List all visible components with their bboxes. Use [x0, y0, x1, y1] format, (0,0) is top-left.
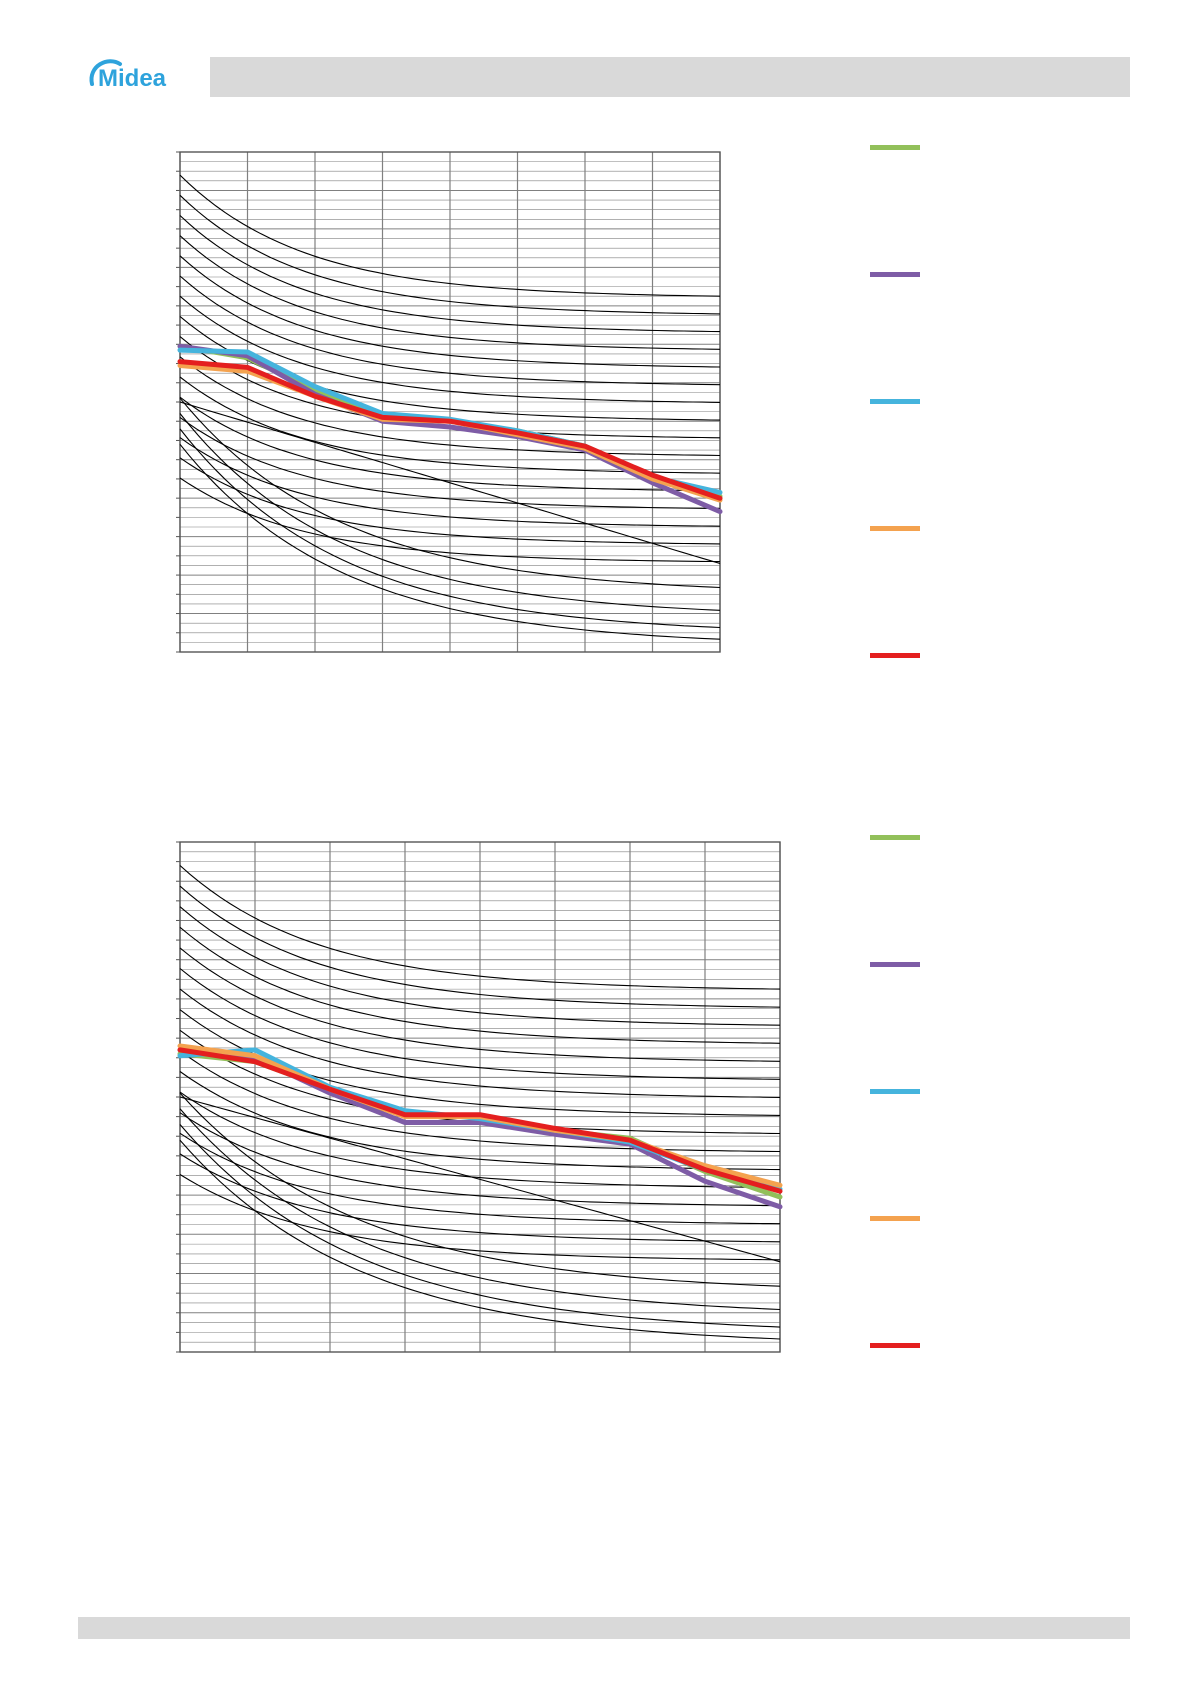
series-line-5 — [177, 359, 723, 501]
series-line-5 — [177, 1047, 783, 1194]
characteristic-curve — [179, 416, 721, 510]
characteristic-curve — [179, 1112, 781, 1207]
characteristic-curve — [179, 428, 721, 629]
midea-logo-icon: Midea — [89, 59, 167, 92]
characteristic-curve — [179, 885, 781, 1008]
characteristic-curve — [179, 947, 781, 1062]
characteristic-curve — [179, 356, 721, 457]
legend-swatch — [870, 835, 920, 840]
characteristic-curve — [179, 401, 721, 565]
legend-item-2 — [870, 962, 1120, 970]
characteristic-curve — [179, 437, 721, 527]
legend-swatch — [870, 1089, 920, 1094]
legend-swatch — [870, 272, 920, 277]
legend-item-3 — [870, 399, 1120, 407]
characteristic-curve — [179, 443, 721, 640]
characteristic-curve — [179, 174, 721, 297]
characteristic-curve — [179, 988, 781, 1098]
series-line-2 — [177, 343, 723, 515]
characteristic-curve — [179, 1092, 781, 1287]
legend-item-1 — [870, 835, 1120, 843]
characteristic-curve — [179, 477, 721, 563]
characteristic-curve — [179, 906, 781, 1026]
characteristic-curve — [179, 1139, 781, 1340]
midea-logo: Midea — [86, 52, 196, 100]
legend-2 — [870, 835, 1120, 1348]
legend-swatch — [870, 1343, 920, 1348]
legend-item-4 — [870, 1216, 1120, 1224]
legend-item-5 — [870, 1343, 1120, 1351]
legend-item-2 — [870, 272, 1120, 280]
svg-text:Midea: Midea — [98, 65, 167, 92]
legend-item-5 — [870, 653, 1120, 661]
characteristic-curve — [179, 235, 721, 350]
legend-swatch — [870, 526, 920, 531]
legend-1 — [870, 145, 1120, 658]
characteristic-curve — [179, 1096, 781, 1263]
characteristic-curve — [179, 968, 781, 1080]
legend-item-4 — [870, 526, 1120, 534]
chart-1 — [176, 151, 723, 653]
characteristic-curve — [179, 275, 721, 386]
characteristic-curve — [179, 194, 721, 315]
legend-swatch — [870, 653, 920, 658]
legend-swatch — [870, 399, 920, 404]
footer-bar — [78, 1617, 1130, 1639]
chart-2 — [176, 841, 783, 1353]
characteristic-curve — [179, 1124, 781, 1328]
characteristic-curve — [179, 413, 721, 611]
legend-item-1 — [870, 145, 1120, 153]
characteristic-curve — [179, 1091, 781, 1189]
characteristic-curve — [179, 1108, 781, 1311]
legend-item-3 — [870, 1089, 1120, 1097]
legend-swatch — [870, 145, 920, 150]
characteristic-curve — [179, 215, 721, 333]
characteristic-curve — [179, 1050, 781, 1153]
characteristic-curve — [179, 255, 721, 368]
characteristic-curve — [179, 926, 781, 1044]
legend-swatch — [870, 962, 920, 967]
characteristic-curve — [179, 295, 721, 403]
legend-swatch — [870, 1216, 920, 1221]
characteristic-curve — [179, 1153, 781, 1243]
characteristic-curve — [179, 865, 781, 990]
characteristic-curve — [179, 396, 721, 492]
characteristic-curve — [179, 1174, 781, 1261]
characteristic-curve — [179, 457, 721, 545]
characteristic-curve — [179, 397, 721, 589]
characteristic-curve — [179, 1132, 781, 1225]
header-bar — [210, 57, 1130, 97]
